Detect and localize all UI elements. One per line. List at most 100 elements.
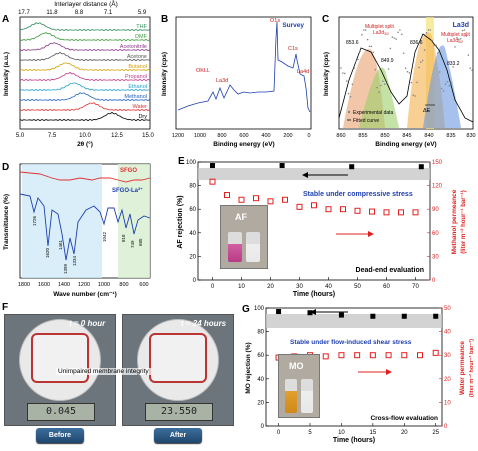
peak-area-849 [359, 67, 399, 128]
c-point [446, 81, 449, 83]
panel-a-chart: Interlayer distance (Å) 17.7 11.8 8.8 7.… [3, 0, 154, 148]
y2-tick-label: 30 [432, 254, 439, 260]
permeance-point [267, 198, 274, 205]
c-legend: La3d [453, 22, 469, 29]
peak-1461: 1461 [58, 239, 63, 250]
b-xtick-0: 1200 [172, 133, 184, 139]
panel-c-xlabel: Binding energy (eV) [375, 141, 436, 148]
y-tick-label: 80 [257, 330, 264, 336]
x-tick-label: 0 [277, 430, 281, 436]
x-tick-label: 30 [296, 284, 303, 290]
xrd-curve-6 [19, 82, 151, 92]
x-tick-label: 10 [338, 430, 345, 436]
rejection-band [198, 168, 430, 180]
integrity-caption: Unimpaired membrane integrity [56, 368, 151, 375]
peak-okll: OKLL [196, 68, 210, 74]
c-point [347, 92, 350, 95]
c-point [437, 52, 439, 54]
permeance-point [412, 209, 419, 216]
g-ticks: 0 5 10 15 20 25 0 20 40 60 80 100 0 10 20 30 40 50 [254, 306, 451, 436]
c-ms1: Multiplet split [365, 24, 395, 30]
b-xtick-2: 800 [217, 133, 226, 139]
top-tick-1: 17.7 [18, 10, 30, 16]
x-tick-label: 70 [412, 284, 419, 290]
g-marks [275, 309, 439, 361]
c-point [458, 38, 460, 41]
c-point [429, 29, 432, 31]
c-p4: 833.2 [447, 61, 460, 67]
xrd-labels: THF DMF Acetonitrile Acetone Butanol Propanol… [120, 24, 148, 120]
panel-g-ylabel: MO rejection (%) [245, 342, 252, 393]
panel-a-top-title: Interlayer distance (Å) [54, 0, 118, 8]
c-point [387, 68, 390, 70]
permeance-point [296, 203, 303, 210]
y2-tick-label: 0 [432, 278, 436, 284]
y-tick-label: 100 [186, 160, 197, 166]
rejection-point [307, 310, 313, 316]
xrd-curve-5 [19, 71, 151, 82]
membrane-before [31, 333, 89, 383]
panel-f: F t = 0 hour 0.045 t = 24 hours 23.550 U… [0, 300, 238, 446]
permeance-point [322, 353, 329, 360]
xrd-curve-7 [19, 92, 151, 102]
panel-d-xlabel: Wave number (cm⁻¹) [53, 291, 117, 298]
c-point [461, 29, 464, 32]
panel-g-label: G [242, 304, 250, 315]
c-point [433, 44, 435, 47]
xrd-label-1: DMF [135, 34, 148, 40]
survey-legend: Survey [282, 22, 304, 29]
c-point [459, 38, 462, 40]
c-leg1: Experimental data [353, 110, 394, 116]
ftir-band-1 [22, 164, 102, 278]
c-point [340, 67, 342, 69]
panel-d-chart: SFGO SFGO-La3+ 1726 1620 1461 1399 1334 … [3, 163, 151, 298]
c-xtick-1: 855 [358, 133, 367, 139]
permeance-point [282, 196, 288, 203]
panel-f-label: F [2, 302, 9, 313]
c-point [440, 87, 443, 90]
g-mode: Cross-flow evaluation [370, 415, 438, 422]
after-button[interactable]: After [154, 428, 202, 443]
panel-e: 0 10 20 30 40 50 60 70 0 20 40 60 80 100 0 30 60 90 120 150… [158, 150, 478, 300]
c-point [456, 37, 458, 39]
e-mode: Dead-end evaluation [356, 267, 424, 274]
xrd-label-2: Acetonitrile [120, 44, 147, 50]
c-point [442, 90, 445, 92]
c-point [431, 39, 433, 42]
panel-a-label: A [2, 14, 10, 25]
peak-1399: 1399 [63, 263, 68, 274]
xrd-curve-9 [19, 111, 150, 122]
ftir-band-2 [118, 164, 150, 278]
permeance-point [238, 196, 245, 203]
y-tick-label: 100 [254, 306, 265, 312]
c-xtick-6: 830 [466, 133, 475, 139]
d-xtick-5: 800 [119, 282, 128, 288]
permeance-point [253, 195, 259, 202]
survey-spectrum [177, 21, 311, 113]
panel-e-ylabel: AF rejection (%) [177, 195, 184, 248]
c-point [444, 83, 447, 85]
peak-la3d: La3d [216, 78, 228, 84]
fitted-curve [338, 33, 474, 123]
panel-b-label: B [161, 14, 169, 25]
panel-e-label: E [178, 156, 185, 167]
xrd-label-3: Acetone [127, 54, 147, 60]
bottom-tick-4: 12.5 [111, 133, 123, 139]
bottom-tick-3: 10.0 [79, 133, 91, 139]
mo-inset-photo: MO [278, 354, 320, 418]
c-point [427, 29, 430, 31]
y2-tick-label: 60 [432, 231, 439, 237]
c-point [361, 33, 363, 36]
c-point [385, 82, 388, 85]
panel-d: SFGO SFGO-La3+ 1726 1620 1461 1399 1334 … [0, 150, 155, 300]
rejection-point [418, 164, 424, 170]
c-point [351, 83, 354, 86]
rejection-point [349, 164, 355, 170]
c-point [410, 81, 413, 84]
af-vial-feed [228, 232, 242, 262]
x-tick-label: 15 [370, 430, 377, 436]
c-point [363, 29, 365, 31]
c-point [401, 33, 403, 36]
panel-b: Survey OKLL La3d O1s C1s La4d 1200 1000 … [158, 0, 316, 148]
before-button[interactable]: Before [36, 428, 84, 443]
